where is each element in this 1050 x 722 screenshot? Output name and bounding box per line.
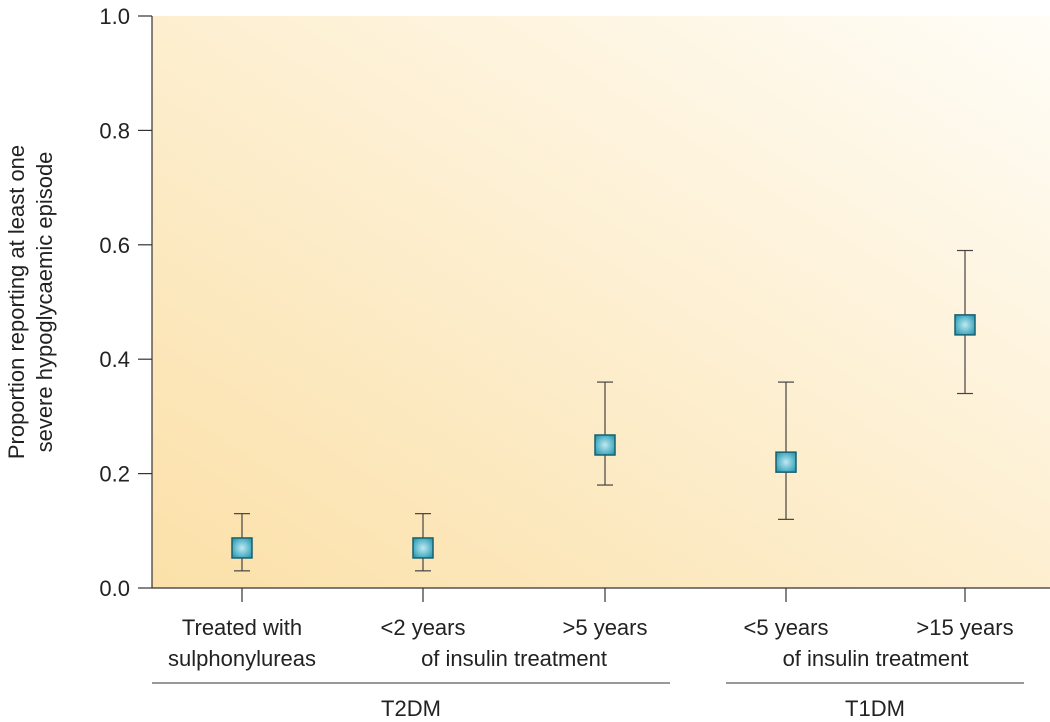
y-tick-label: 0.8 bbox=[99, 118, 130, 143]
sublabel: of insulin treatment bbox=[421, 646, 607, 671]
category-label: Treated with bbox=[182, 615, 302, 640]
category-label: sulphonylureas bbox=[168, 646, 316, 671]
category-label: <2 years bbox=[381, 615, 466, 640]
category-label: >5 years bbox=[563, 615, 648, 640]
category-labels: Treated with sulphonylureas <2 years >5 yea… bbox=[152, 615, 1024, 721]
y-tick-label: 0.6 bbox=[99, 233, 130, 258]
y-axis-title: Proportion reporting at least one severe … bbox=[4, 145, 57, 459]
group-label-t1dm: T1DM bbox=[845, 696, 905, 721]
data-point bbox=[775, 451, 797, 473]
category-label: <5 years bbox=[744, 615, 829, 640]
data-marks bbox=[231, 249, 976, 572]
data-point bbox=[412, 537, 434, 559]
y-title-group: Proportion reporting at least one severe … bbox=[4, 145, 57, 459]
y-tick-label: 0.0 bbox=[99, 576, 130, 601]
y-axis: 0.0 0.2 0.4 0.6 0.8 1.0 bbox=[99, 4, 153, 601]
y-title-line: Proportion reporting at least one bbox=[4, 145, 29, 459]
plot-background bbox=[152, 16, 1050, 588]
y-tick-label: 0.2 bbox=[99, 462, 130, 487]
data-point bbox=[594, 434, 616, 456]
data-point bbox=[954, 314, 976, 336]
data-point bbox=[231, 537, 253, 559]
category-label: >15 years bbox=[916, 615, 1013, 640]
x-axis bbox=[152, 587, 1050, 602]
sublabel: of insulin treatment bbox=[783, 646, 969, 671]
y-tick-label: 1.0 bbox=[99, 4, 130, 29]
y-tick-label: 0.4 bbox=[99, 347, 130, 372]
group-label-t2dm: T2DM bbox=[381, 696, 441, 721]
y-title-line: severe hypoglycaemic episode bbox=[32, 152, 57, 453]
